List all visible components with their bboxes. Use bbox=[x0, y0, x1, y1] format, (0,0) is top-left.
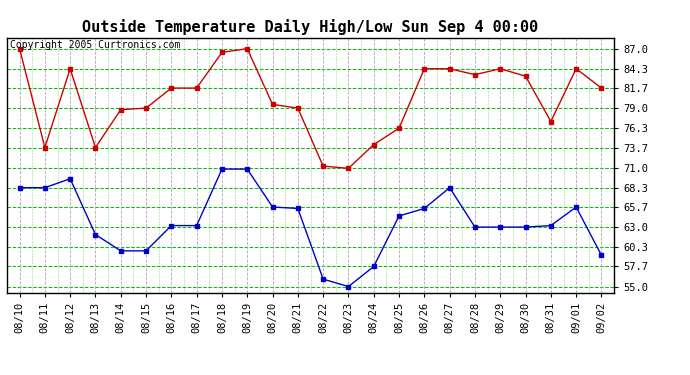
Title: Outside Temperature Daily High/Low Sun Sep 4 00:00: Outside Temperature Daily High/Low Sun S… bbox=[82, 19, 539, 35]
Text: Copyright 2005 Curtronics.com: Copyright 2005 Curtronics.com bbox=[10, 40, 180, 50]
